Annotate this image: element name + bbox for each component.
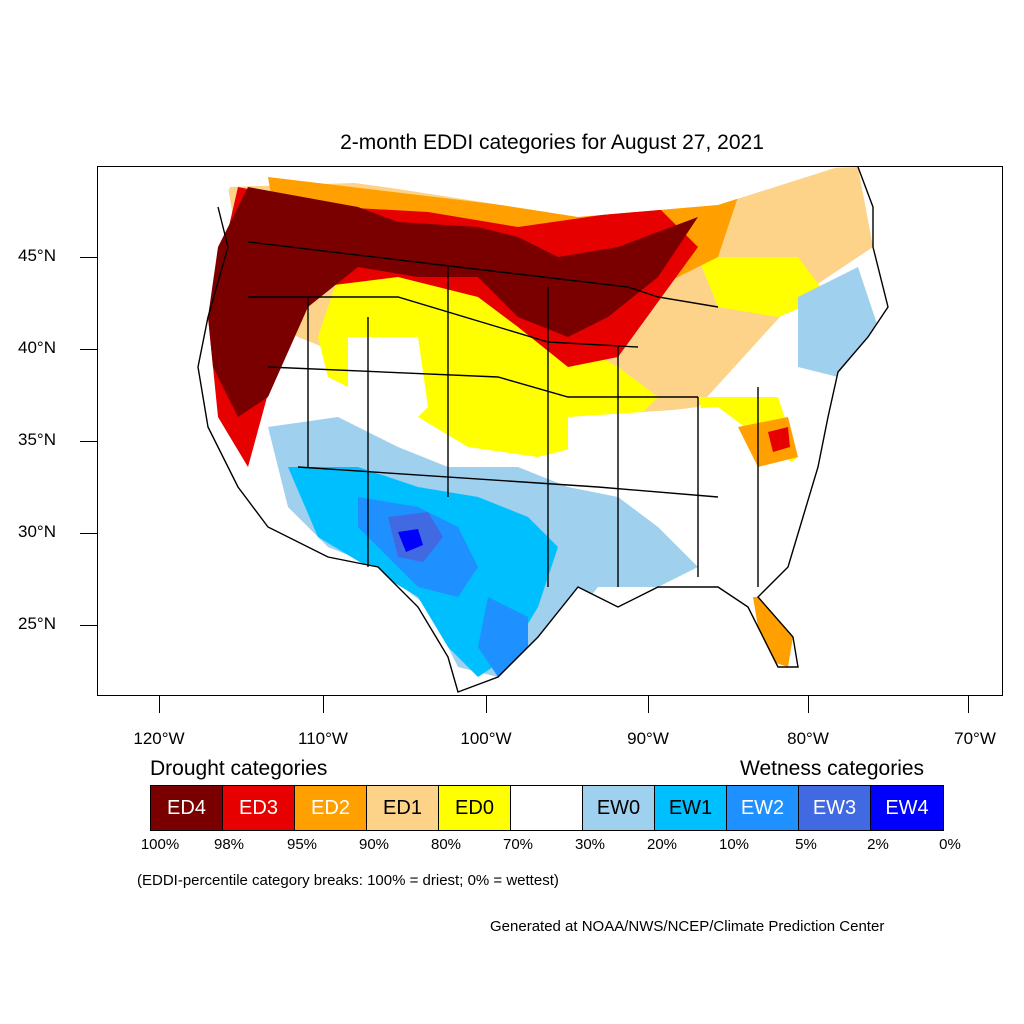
legend-label: ED3 <box>239 796 278 819</box>
lon-label-80w: 80°W <box>787 729 829 748</box>
legend-break: 70% <box>502 836 534 853</box>
lat-label-40: 40°N <box>18 338 56 357</box>
legend-label: EW4 <box>885 796 929 819</box>
lon-tick <box>968 696 969 713</box>
legend-box-ed3: ED3 <box>223 786 295 830</box>
lon-tick <box>323 696 324 713</box>
legend-break: 5% <box>795 836 817 853</box>
drought-legend-title: Drought categories <box>150 757 328 780</box>
lat-label-35: 35°N <box>18 430 56 449</box>
map-title: 2-month EDDI categories for August 27, 2… <box>340 131 764 154</box>
category-note: (EDDI-percentile category breaks: 100% =… <box>137 872 559 889</box>
state-borders <box>197 167 889 693</box>
legend-box-ew3: EW3 <box>799 786 871 830</box>
lat-label-45: 45°N <box>18 246 56 265</box>
legend-break: 95% <box>286 836 318 853</box>
legend-break: 98% <box>213 836 245 853</box>
legend-break: 80% <box>430 836 462 853</box>
legend-box-normal <box>511 786 583 830</box>
legend-box-ew1: EW1 <box>655 786 727 830</box>
legend-label: EW0 <box>596 796 641 819</box>
legend-box-ew2: EW2 <box>727 786 799 830</box>
legend-label: ED4 <box>167 796 206 819</box>
lon-label-90w: 90°W <box>627 729 669 748</box>
legend-break: 20% <box>646 836 678 853</box>
legend-box-ed2: ED2 <box>295 786 367 830</box>
legend-break: 90% <box>358 836 390 853</box>
lat-tick <box>80 441 97 442</box>
legend-break: 0% <box>939 836 961 853</box>
legend-label: ED1 <box>383 796 422 819</box>
legend-label: ED0 <box>455 796 494 819</box>
legend-box-ed4: ED4 <box>151 786 223 830</box>
legend-label: ED2 <box>311 796 350 819</box>
lon-label-100w: 100°W <box>460 729 512 748</box>
lon-tick <box>486 696 487 713</box>
category-legend: ED4 ED3 ED2 ED1 ED0 EW0 EW1 EW2 EW3 EW4 <box>150 785 944 831</box>
eddi-map <box>97 166 1003 696</box>
credit-line: Generated at NOAA/NWS/NCEP/Climate Predi… <box>490 918 885 935</box>
legend-box-ew0: EW0 <box>583 786 655 830</box>
legend-box-ed1: ED1 <box>367 786 439 830</box>
category-field <box>188 167 888 695</box>
lat-label-30: 30°N <box>18 522 56 541</box>
legend-break: 2% <box>867 836 889 853</box>
lon-tick <box>648 696 649 713</box>
lat-tick <box>80 533 97 534</box>
legend-break: 10% <box>718 836 750 853</box>
eddi-map-canvas <box>188 167 889 695</box>
lat-tick <box>80 257 97 258</box>
legend-label: EW1 <box>668 796 713 819</box>
lat-tick <box>80 625 97 626</box>
lon-label-70w: 70°W <box>954 729 996 748</box>
legend-box-ed0: ED0 <box>439 786 511 830</box>
lat-tick <box>80 349 97 350</box>
lon-label-110w: 110°W <box>298 729 348 748</box>
lon-label-120w: 120°W <box>133 729 185 748</box>
lon-tick <box>159 696 160 713</box>
legend-label: EW3 <box>812 796 857 819</box>
legend-break: 100% <box>140 836 180 853</box>
wetness-legend-title: Wetness categories <box>740 757 925 780</box>
legend-box-ew4: EW4 <box>871 786 943 830</box>
lat-label-25: 25°N <box>18 614 56 633</box>
legend-label: EW2 <box>740 796 785 819</box>
legend-break: 30% <box>574 836 606 853</box>
lon-tick <box>808 696 809 713</box>
